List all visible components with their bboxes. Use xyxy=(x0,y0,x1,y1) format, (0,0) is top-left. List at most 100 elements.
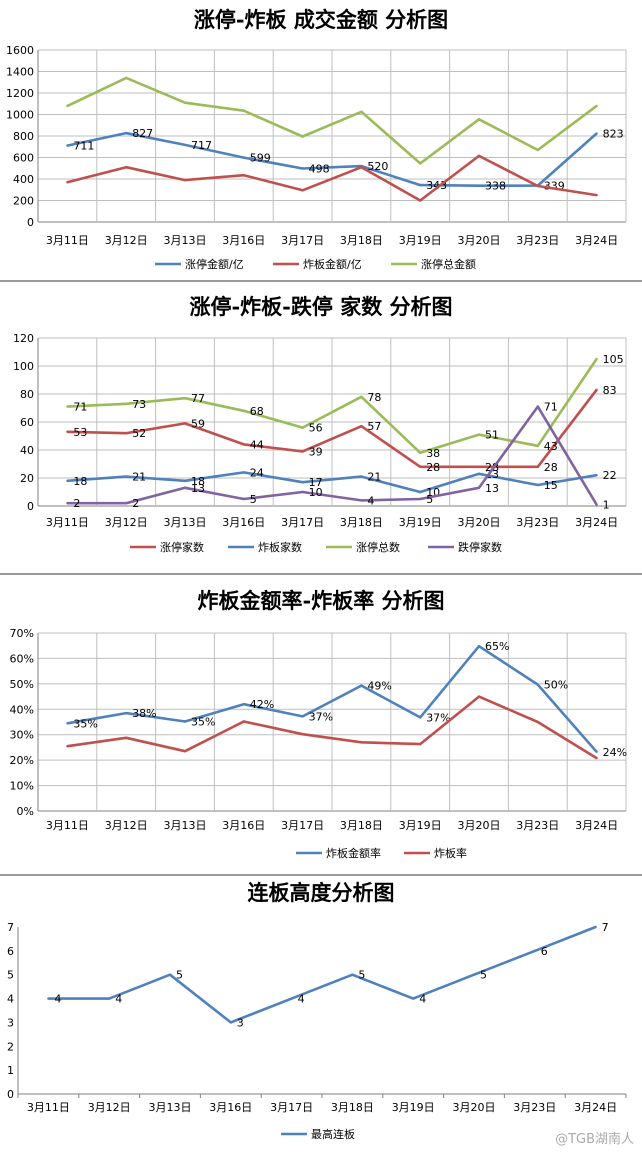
chart-2-svg: 涨停-炸板-跌停 家数 分析图 0 20 40 60 80 100 120 3月11日 3月12日… xyxy=(13,294,627,554)
data-point xyxy=(66,405,69,408)
data-label: 18 xyxy=(191,475,205,488)
data-label: 23 xyxy=(485,468,499,481)
x-tick-label: 3月19日 xyxy=(392,1101,435,1114)
y-tick-label: 30% xyxy=(10,729,34,742)
data-label: 13 xyxy=(191,482,205,495)
data-label: 105 xyxy=(603,353,624,366)
data-point xyxy=(477,486,481,489)
x-tick-label: 3月17日 xyxy=(281,234,324,247)
data-point xyxy=(301,490,304,494)
data-label: 4 xyxy=(115,993,122,1006)
y-tick-label: 40 xyxy=(20,444,34,457)
separator xyxy=(0,874,642,876)
series-line-4 xyxy=(67,405,598,506)
y-tick-label: 1600 xyxy=(6,44,34,57)
series-line-2 xyxy=(67,154,597,202)
data-point xyxy=(477,472,481,475)
chart-panel-2: 涨停-炸板-跌停 家数 分析图 0 20 40 60 80 100 120 3月11日 3月12日… xyxy=(0,282,642,573)
data-point xyxy=(183,750,187,753)
y-tick-label: 0 xyxy=(27,216,34,229)
data-label: 18 xyxy=(73,475,87,488)
data-point xyxy=(536,465,539,468)
data-point xyxy=(477,154,481,158)
series-line-1 xyxy=(48,925,597,1024)
data-point xyxy=(360,395,363,398)
x-tick-label: 3月24日 xyxy=(575,234,618,247)
data-label: 15 xyxy=(544,479,558,492)
x-tick-label: 3月19日 xyxy=(399,234,442,247)
x-tick-label: 3月13日 xyxy=(149,1101,192,1114)
y-tick-label: 10% xyxy=(10,780,34,793)
data-label: 599 xyxy=(250,152,271,165)
data-label: 4 xyxy=(54,993,61,1006)
data-label: 21 xyxy=(132,471,146,484)
x-tick-label: 3月11日 xyxy=(46,234,89,247)
data-point xyxy=(595,357,598,361)
x-tick-label: 3月23日 xyxy=(516,516,559,529)
x-tick-label: 3月12日 xyxy=(105,234,148,247)
data-label: 50% xyxy=(544,679,568,692)
data-point xyxy=(125,711,128,715)
x-tick-label: 3月17日 xyxy=(281,819,324,832)
data-label: 4 xyxy=(419,993,426,1006)
series-line-1 xyxy=(67,389,598,469)
x-tick-label: 3月16日 xyxy=(222,819,265,832)
data-point xyxy=(301,167,304,170)
separator xyxy=(0,280,642,282)
y-tick-label: 80 xyxy=(20,388,34,401)
data-point xyxy=(595,388,598,391)
chart-3-svg: 炸板金额率-炸板率 分析图 0% 10% 20% 30% 40% 50% 60% 70% 3月11… xyxy=(10,588,628,860)
data-point xyxy=(536,720,539,724)
data-label: 28 xyxy=(544,461,558,474)
data-point xyxy=(360,741,363,744)
data-label: 13 xyxy=(485,482,499,495)
data-label: 4 xyxy=(298,993,305,1006)
x-tick-label: 3月18日 xyxy=(340,234,383,247)
y-tick-label: 200 xyxy=(13,195,34,208)
x-tick-label: 3月16日 xyxy=(222,234,265,247)
data-point xyxy=(242,443,245,446)
series-line-1 xyxy=(67,644,598,753)
data-point xyxy=(108,997,111,1000)
data-label: 21 xyxy=(367,471,381,484)
watermark: @TGB湖南人 xyxy=(555,1132,634,1147)
series-line-3 xyxy=(67,358,598,455)
y-tick-label: 0 xyxy=(27,500,34,513)
data-label: 2 xyxy=(73,497,80,510)
x-tick-label: 3月24日 xyxy=(575,516,618,529)
data-point xyxy=(242,497,245,501)
data-point xyxy=(419,451,422,454)
data-point xyxy=(351,973,354,976)
data-point xyxy=(472,973,476,976)
data-label: 39 xyxy=(309,445,323,458)
legend-label: 炸板家数 xyxy=(258,540,302,554)
data-point xyxy=(66,502,69,505)
data-point xyxy=(125,502,128,505)
x-tick-label: 3月13日 xyxy=(164,819,207,832)
data-point xyxy=(66,104,69,108)
data-point xyxy=(66,144,69,147)
data-point xyxy=(242,409,245,412)
data-label: 17 xyxy=(309,476,323,489)
data-point xyxy=(595,132,598,135)
y-tick-label: 20 xyxy=(20,472,34,485)
data-label: 717 xyxy=(191,139,212,152)
data-point xyxy=(419,742,422,746)
y-tick-label: 1 xyxy=(7,1064,14,1077)
x-tick-label: 3月20日 xyxy=(458,234,501,247)
y-tick-label: 2 xyxy=(7,1040,14,1053)
y-tick-label: 1400 xyxy=(6,66,34,79)
data-point xyxy=(360,475,363,478)
x-tick-label: 3月20日 xyxy=(458,516,501,529)
legend-label: 最高连板 xyxy=(311,1127,355,1141)
y-tick-label: 120 xyxy=(13,332,34,345)
data-point xyxy=(125,131,128,135)
x-tick-label: 3月23日 xyxy=(516,819,559,832)
data-point xyxy=(183,143,187,147)
x-tick-label: 3月13日 xyxy=(164,234,207,247)
data-point xyxy=(125,475,128,478)
x-tick-label: 3月19日 xyxy=(399,819,442,832)
data-point xyxy=(290,997,293,1000)
data-label: 43 xyxy=(544,440,558,453)
data-label: 5 xyxy=(480,969,487,982)
